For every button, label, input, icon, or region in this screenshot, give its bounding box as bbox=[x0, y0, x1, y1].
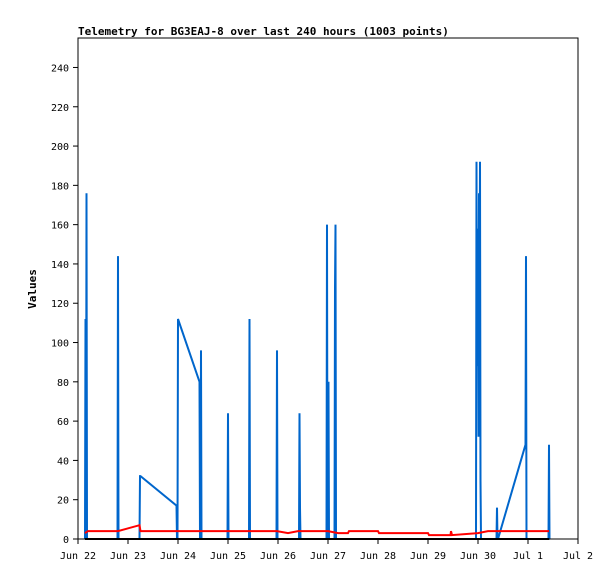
x-tick-label: Jun 30 bbox=[460, 551, 496, 562]
x-tick-label: Jun 29 bbox=[410, 551, 446, 562]
series-line-0 bbox=[84, 161, 551, 540]
y-tick-label: 100 bbox=[51, 339, 69, 350]
y-tick-label: 160 bbox=[51, 221, 69, 232]
x-tick-label: Jun 28 bbox=[360, 551, 396, 562]
y-tick-label: 200 bbox=[51, 142, 69, 153]
y-tick-label: 220 bbox=[51, 103, 69, 114]
x-tick-label: Jun 25 bbox=[210, 551, 246, 562]
x-tick-label: Jun 22 bbox=[60, 551, 96, 562]
y-tick-label: 20 bbox=[57, 496, 69, 507]
x-tick-label: Jul 1 bbox=[513, 551, 543, 562]
x-tick-label: Jun 26 bbox=[260, 551, 296, 562]
y-tick-label: 60 bbox=[57, 417, 69, 428]
chart-title: Telemetry for BG3EAJ-8 over last 240 hou… bbox=[78, 25, 449, 38]
y-tick-label: 180 bbox=[51, 181, 69, 192]
x-tick-label: Jun 23 bbox=[110, 551, 146, 562]
series-line-1 bbox=[84, 523, 549, 537]
y-tick-label: 140 bbox=[51, 260, 69, 271]
x-tick-label: Jun 24 bbox=[160, 551, 196, 562]
y-tick-label: 240 bbox=[51, 63, 69, 74]
axes: 0 20 40 60 80 100 120 140 160 180 200 220 240 Jun 22 J… bbox=[51, 63, 593, 562]
y-tick-label: 40 bbox=[57, 456, 69, 467]
y-tick-label: 120 bbox=[51, 299, 69, 310]
y-axis-title: Values bbox=[26, 269, 39, 309]
x-tick-label: Jun 27 bbox=[310, 551, 346, 562]
y-tick-label: 80 bbox=[57, 378, 69, 389]
y-tick-label: 0 bbox=[63, 535, 69, 546]
x-tick-label: Jul 2 bbox=[563, 551, 593, 562]
